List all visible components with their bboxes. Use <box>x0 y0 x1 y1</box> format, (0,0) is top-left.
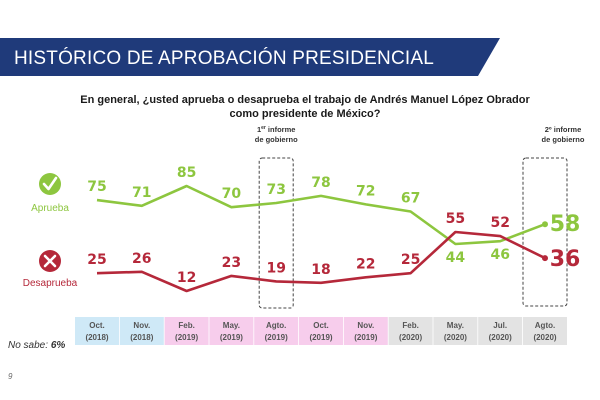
aprueba-data-label: 46 <box>490 247 509 263</box>
no-sabe-note: No sabe: 6% <box>8 340 65 351</box>
desaprueba-data-label: 25 <box>401 252 420 268</box>
category-box <box>388 317 433 345</box>
category-year-label: (2019) <box>220 333 243 342</box>
legend-desaprueba-label: Desaprueba <box>23 278 78 289</box>
informe-label-1-line2: de gobierno <box>255 135 298 144</box>
survey-question: En general, ¿usted aprueba o desaprueba … <box>60 93 550 121</box>
informe-label-2: 2º informe <box>545 125 582 134</box>
category-year-label: (2019) <box>265 333 288 342</box>
no-sabe-label: No sabe: <box>8 340 49 351</box>
aprueba-data-label: 78 <box>311 175 330 191</box>
check-mark <box>42 176 58 191</box>
category-year-label: (2019) <box>175 333 198 342</box>
desaprueba-data-label: 19 <box>266 260 285 276</box>
category-label: May. <box>223 321 240 330</box>
category-box <box>119 317 164 345</box>
banner-shape <box>0 38 500 76</box>
category-label: Agto. <box>266 321 286 330</box>
desaprueba-data-label: 55 <box>446 211 465 227</box>
desaprueba-data-label: 12 <box>177 270 196 286</box>
aprueba-data-label: 67 <box>401 190 420 206</box>
aprueba-data-label: 70 <box>222 186 242 202</box>
category-year-label: (2019) <box>354 333 377 342</box>
aprueba-data-label: 71 <box>132 185 151 201</box>
no-sabe-value: 6% <box>50 340 66 351</box>
category-label: Nov. <box>133 321 150 330</box>
desaprueba-line <box>96 230 546 293</box>
desaprueba-point <box>542 255 548 262</box>
header-banner <box>0 38 500 76</box>
category-year-label: (2020) <box>489 333 512 342</box>
desaprueba-data-label: 22 <box>356 256 375 272</box>
category-box <box>523 317 567 345</box>
category-year-label: (2018) <box>85 333 108 342</box>
category-label: Agto. <box>535 321 555 330</box>
informe-label-1: 1er informe <box>257 125 296 134</box>
desaprueba-data-label: 23 <box>222 255 241 271</box>
category-label: Feb. <box>178 321 194 330</box>
category-year-label: (2018) <box>130 333 153 342</box>
desaprueba-data-label: 52 <box>490 215 509 231</box>
category-box <box>75 317 119 345</box>
aprueba-line <box>96 184 546 246</box>
category-year-label: (2020) <box>444 333 467 342</box>
category-year-label: (2020) <box>533 333 556 342</box>
desaprueba-data-label: 36 <box>550 247 581 272</box>
informe-label-2-line2: de gobierno <box>542 135 585 144</box>
informe-box <box>258 157 294 309</box>
aprueba-data-label: 85 <box>177 165 196 181</box>
aprueba-data-label: 58 <box>550 212 581 237</box>
category-box <box>254 317 299 345</box>
aprueba-point <box>542 221 548 228</box>
aprueba-data-label: 44 <box>446 250 466 266</box>
question-line-2: como presidente de México? <box>229 108 381 120</box>
desaprueba-data-label: 18 <box>311 262 330 278</box>
category-box <box>478 317 523 345</box>
category-box <box>209 317 254 345</box>
legend-aprueba-label: Aprueba <box>31 203 69 214</box>
check-icon <box>39 173 61 195</box>
desaprueba-data-label: 25 <box>87 252 106 268</box>
page-title: HISTÓRICO DE APROBACIÓN PRESIDENCIAL <box>14 48 435 69</box>
question-line-1: En general, ¿usted aprueba o desaprueba … <box>80 94 530 106</box>
aprueba-data-label: 72 <box>356 183 375 199</box>
category-box <box>433 317 478 345</box>
category-box <box>343 317 388 345</box>
category-label: Oct. <box>89 321 105 330</box>
category-year-label: (2019) <box>309 333 332 342</box>
category-box <box>164 317 209 345</box>
category-label: Nov. <box>357 321 374 330</box>
category-label: May. <box>447 321 464 330</box>
x-mark <box>43 254 57 268</box>
aprueba-data-label: 73 <box>266 182 285 198</box>
page-number: 9 <box>8 372 13 381</box>
desaprueba-data-label: 26 <box>132 251 151 267</box>
category-box <box>299 317 343 345</box>
category-label: Oct. <box>313 321 329 330</box>
category-year-label: (2020) <box>399 333 422 342</box>
category-label: Jul. <box>493 321 507 330</box>
category-label: Feb. <box>402 321 418 330</box>
aprueba-data-label: 75 <box>87 179 106 195</box>
